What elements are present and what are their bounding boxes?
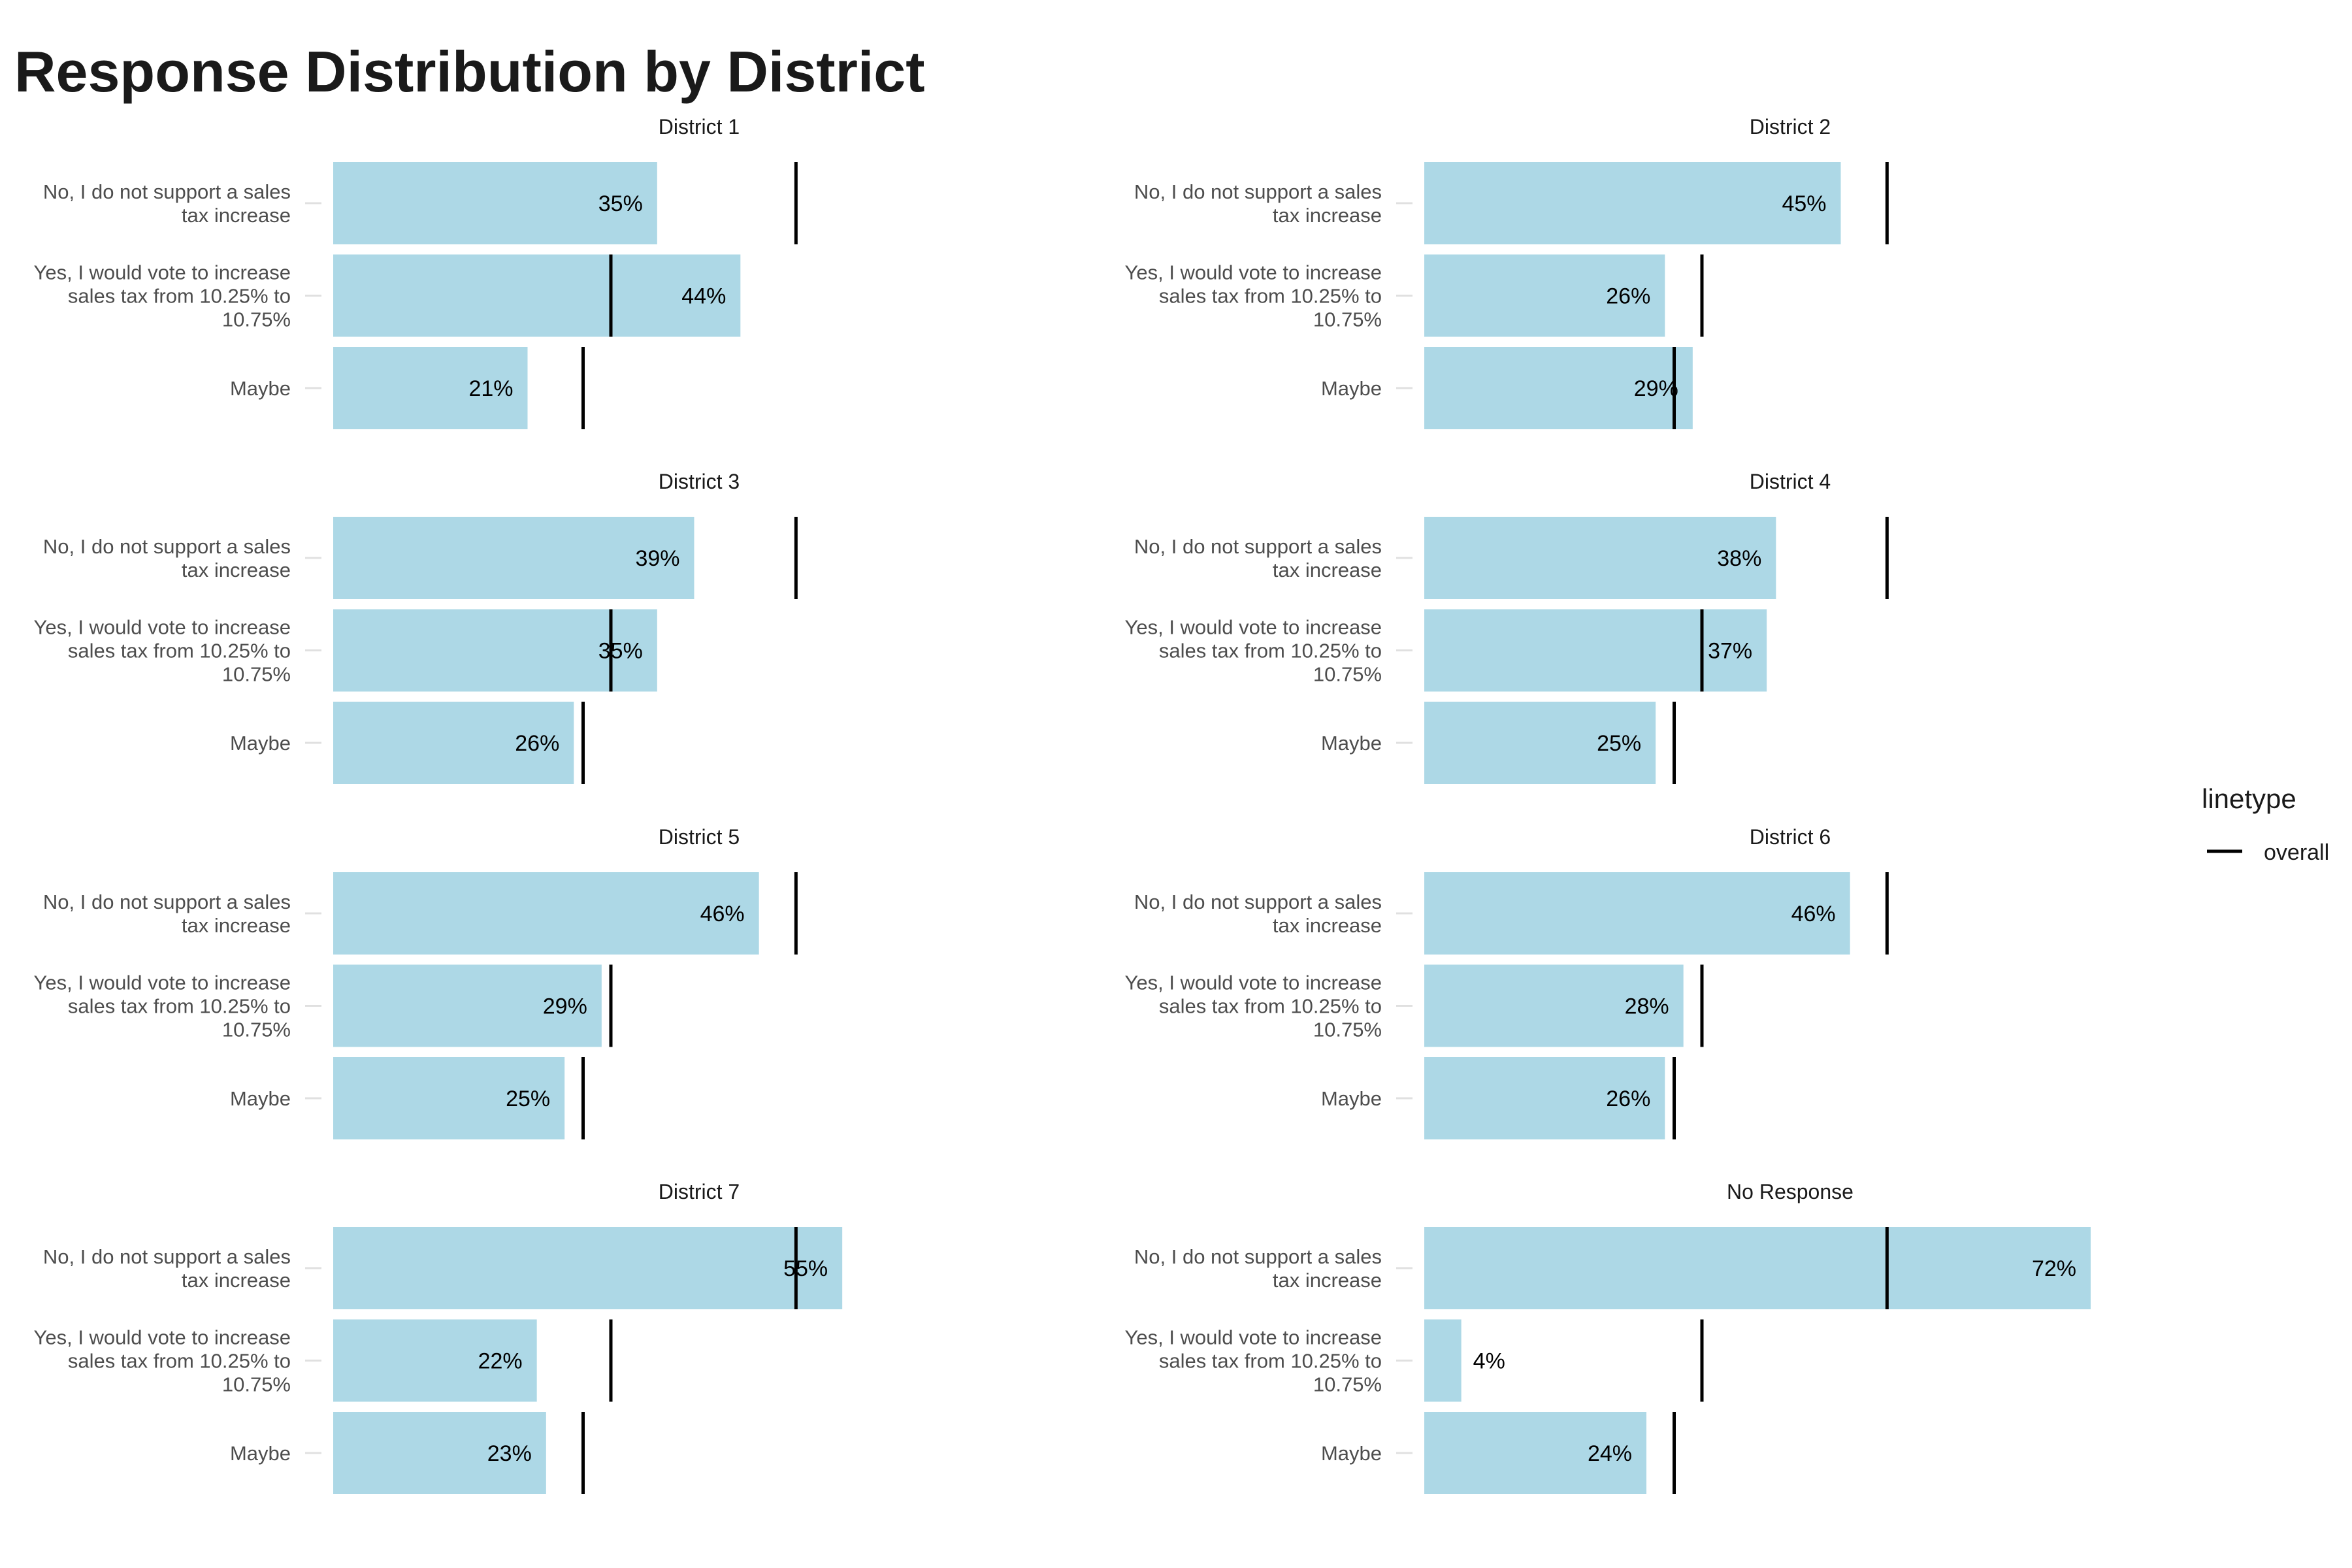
data-label: 26%	[515, 731, 559, 756]
data-label: 28%	[1625, 994, 1669, 1019]
bar	[333, 872, 759, 955]
bar	[1424, 1319, 1462, 1402]
bar	[333, 517, 694, 599]
bar	[1424, 609, 1767, 692]
panel-title: District 2	[1750, 115, 1831, 139]
category-label: Yes, I would vote to increase sales tax f…	[34, 616, 291, 686]
data-label: 24%	[1588, 1441, 1632, 1466]
chart-title: Response Distribution by District	[14, 39, 925, 104]
category-label: Yes, I would vote to increase sales tax f…	[34, 1326, 291, 1396]
category-label: No, I do not support a sales tax increase	[1134, 535, 1382, 581]
category-label: Yes, I would vote to increase sales tax f…	[34, 972, 291, 1041]
data-label: 29%	[543, 994, 587, 1019]
category-label: Yes, I would vote to increase sales tax f…	[1125, 261, 1382, 331]
category-label: Yes, I would vote to increase sales tax f…	[1125, 616, 1382, 686]
bar	[333, 254, 741, 337]
facet-panels: District 1 No, I do not support a sales ta…	[34, 115, 2091, 1494]
panel-title: No Response	[1727, 1180, 1854, 1203]
bar	[1424, 254, 1665, 337]
panel-district-4: District 4 No, I do not support a sales ta…	[1125, 470, 1889, 784]
bar	[1424, 964, 1684, 1047]
panel-district-1: District 1 No, I do not support a sales ta…	[34, 115, 798, 429]
bar	[333, 1227, 843, 1309]
bar	[1424, 1412, 1646, 1494]
legend: linetype overall	[2202, 783, 2329, 865]
category-label: No, I do not support a sales tax increase	[43, 180, 291, 227]
category-label: Maybe	[230, 732, 291, 755]
bar	[333, 162, 657, 244]
category-label: Maybe	[1321, 732, 1382, 755]
legend-title: linetype	[2202, 783, 2296, 814]
bar	[1424, 1057, 1665, 1139]
category-label: Maybe	[230, 377, 291, 400]
bar	[1424, 872, 1850, 955]
category-label: Yes, I would vote to increase sales tax f…	[1125, 1326, 1382, 1396]
data-label: 46%	[1791, 902, 1836, 926]
bar	[1424, 347, 1693, 429]
bar	[333, 702, 574, 784]
category-label: Maybe	[230, 1442, 291, 1465]
data-label: 46%	[700, 902, 745, 926]
category-label: No, I do not support a sales tax increase	[43, 1245, 291, 1292]
category-label: Yes, I would vote to increase sales tax f…	[34, 261, 291, 331]
data-label: 21%	[468, 376, 513, 401]
data-label: 4%	[1473, 1349, 1505, 1374]
data-label: 22%	[478, 1349, 523, 1374]
panel-district-2: District 2 No, I do not support a sales ta…	[1125, 115, 1889, 429]
category-label: No, I do not support a sales tax increase	[1134, 180, 1382, 227]
bar	[333, 347, 528, 429]
category-label: Maybe	[1321, 1442, 1382, 1465]
bar	[1424, 162, 1841, 244]
data-label: 35%	[598, 191, 643, 216]
panel-title: District 4	[1750, 470, 1831, 493]
panel-district-6: District 6 No, I do not support a sales ta…	[1125, 825, 1889, 1139]
bar	[333, 964, 602, 1047]
bar	[333, 1057, 565, 1139]
bar	[1424, 1227, 2091, 1309]
category-label: No, I do not support a sales tax increase	[43, 535, 291, 581]
bar	[1424, 517, 1776, 599]
category-label: No, I do not support a sales tax increase	[1134, 890, 1382, 937]
panel-title: District 1	[659, 115, 740, 139]
data-label: 39%	[635, 546, 679, 571]
panel-title: District 6	[1750, 825, 1831, 849]
data-label: 45%	[1782, 191, 1826, 216]
data-label: 25%	[506, 1086, 550, 1111]
data-label: 29%	[1634, 376, 1678, 401]
category-label: Maybe	[1321, 377, 1382, 400]
panel-title: District 5	[659, 825, 740, 849]
data-label: 44%	[681, 284, 726, 309]
bar	[333, 1319, 537, 1402]
panel-title: District 3	[659, 470, 740, 493]
bar	[1424, 702, 1656, 784]
data-label: 72%	[2032, 1256, 2076, 1281]
data-label: 25%	[1597, 731, 1641, 756]
bar	[333, 1412, 546, 1494]
category-label: No, I do not support a sales tax increase	[1134, 1245, 1382, 1292]
category-label: Maybe	[1321, 1087, 1382, 1110]
data-label: 23%	[487, 1441, 532, 1466]
category-label: Maybe	[230, 1087, 291, 1110]
data-label: 26%	[1606, 284, 1650, 309]
data-label: 26%	[1606, 1086, 1650, 1111]
category-label: Yes, I would vote to increase sales tax f…	[1125, 972, 1382, 1041]
data-label: 55%	[783, 1256, 828, 1281]
data-label: 37%	[1708, 639, 1752, 664]
data-label: 35%	[598, 639, 643, 664]
panel-title: District 7	[659, 1180, 740, 1203]
panel-district-5: District 5 No, I do not support a sales ta…	[34, 825, 798, 1139]
legend-label-overall: overall	[2264, 840, 2329, 865]
panel-no-response: No Response No, I do not support a sales t…	[1125, 1180, 2091, 1494]
bar	[333, 609, 657, 692]
data-label: 38%	[1717, 546, 1761, 571]
panel-district-7: District 7 No, I do not support a sales ta…	[34, 1180, 843, 1494]
category-label: No, I do not support a sales tax increase	[43, 890, 291, 937]
panel-district-3: District 3 No, I do not support a sales ta…	[34, 470, 798, 784]
